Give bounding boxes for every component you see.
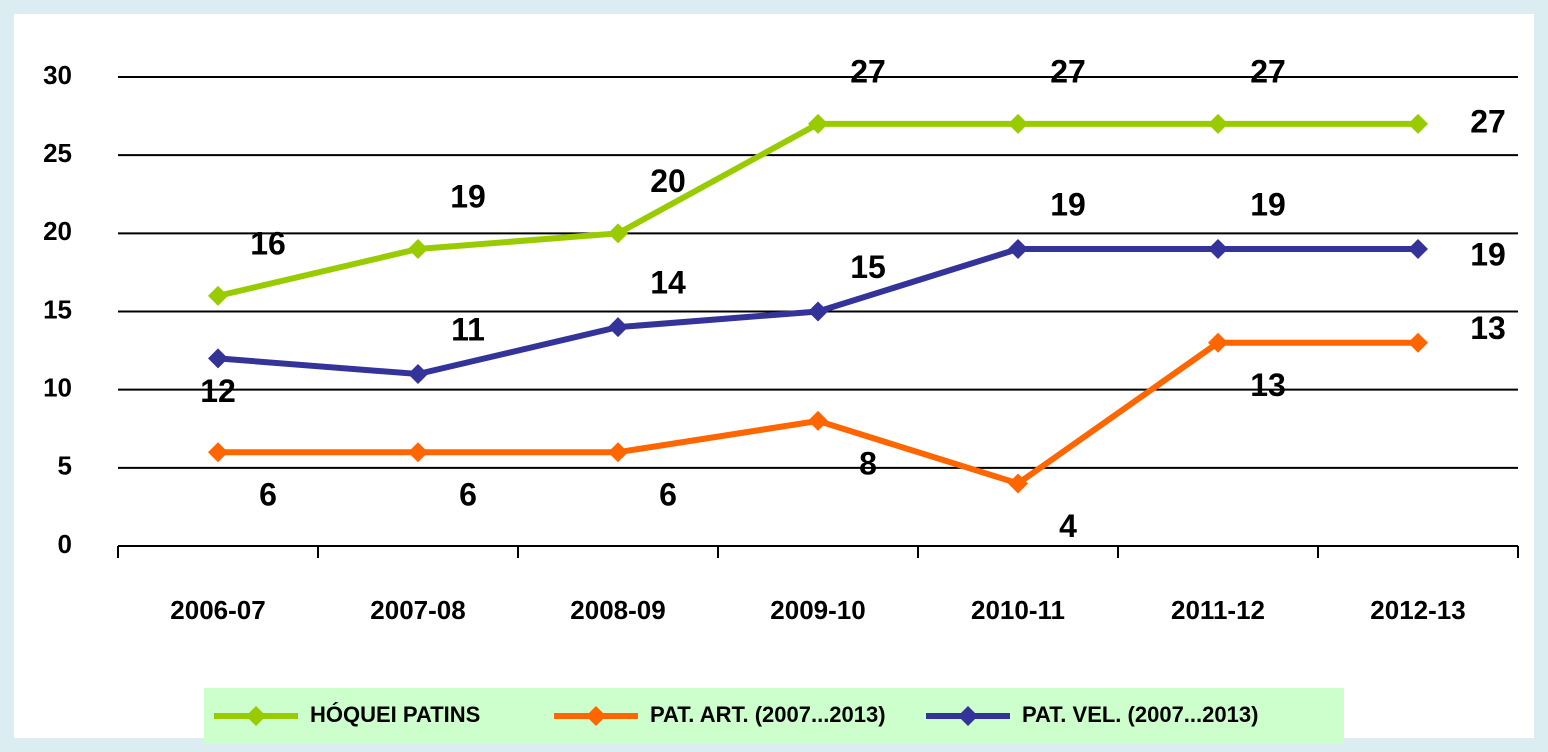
point bbox=[1208, 238, 1228, 259]
point bbox=[608, 442, 628, 463]
point bbox=[408, 442, 428, 463]
point bbox=[1408, 238, 1428, 259]
data-label: 11 bbox=[451, 311, 485, 347]
y-tick-label: 20 bbox=[43, 216, 72, 246]
point bbox=[808, 301, 828, 322]
point bbox=[808, 410, 828, 431]
data-label: 14 bbox=[650, 265, 686, 301]
point bbox=[1008, 473, 1028, 494]
data-label: 15 bbox=[850, 249, 886, 285]
y-tick-label: 10 bbox=[43, 373, 72, 403]
point bbox=[1008, 238, 1028, 259]
data-label: 19 bbox=[1050, 186, 1086, 222]
y-tick-label: 0 bbox=[58, 529, 72, 559]
legend-marker bbox=[246, 706, 266, 726]
point bbox=[1408, 332, 1428, 353]
data-label: 4 bbox=[1059, 508, 1077, 544]
data-label: 19 bbox=[1250, 186, 1286, 222]
y-tick-label: 25 bbox=[43, 138, 72, 168]
x-tick-label: 2011-12 bbox=[1171, 595, 1265, 625]
point bbox=[1208, 113, 1228, 134]
point bbox=[1408, 113, 1428, 134]
point bbox=[608, 223, 628, 244]
y-tick-label: 30 bbox=[43, 60, 72, 90]
data-label: 19 bbox=[1470, 236, 1506, 272]
x-tick-label: 2007-08 bbox=[370, 595, 465, 625]
data-label: 27 bbox=[1250, 53, 1286, 89]
data-label: 27 bbox=[850, 53, 886, 89]
point bbox=[1208, 332, 1228, 353]
data-label: 13 bbox=[1250, 367, 1286, 403]
x-tick-label: 2012-13 bbox=[1370, 595, 1465, 625]
data-label: 19 bbox=[450, 178, 486, 214]
point bbox=[808, 113, 828, 134]
data-label: 6 bbox=[659, 477, 677, 513]
point bbox=[608, 317, 628, 338]
legend-label: PAT. ART. (2007...2013) bbox=[650, 702, 886, 727]
y-tick-label: 5 bbox=[58, 451, 72, 481]
data-label: 12 bbox=[200, 373, 236, 409]
point bbox=[208, 348, 228, 369]
legend-label: HÓQUEI PATINS bbox=[310, 702, 480, 727]
legend-box bbox=[204, 688, 1344, 744]
y-tick-label: 15 bbox=[43, 294, 72, 324]
chart-area bbox=[14, 14, 1534, 738]
point bbox=[208, 285, 228, 306]
legend-marker bbox=[586, 706, 606, 726]
point bbox=[1008, 113, 1028, 134]
data-label: 27 bbox=[1050, 53, 1086, 89]
legend-marker bbox=[958, 706, 978, 726]
x-tick-label: 2006-07 bbox=[170, 595, 265, 625]
data-label: 20 bbox=[650, 163, 686, 199]
data-label: 8 bbox=[859, 445, 877, 481]
data-label: 6 bbox=[459, 477, 477, 513]
legend-label: PAT. VEL. (2007...2013) bbox=[1022, 702, 1258, 727]
data-label: 27 bbox=[1470, 103, 1506, 139]
x-tick-label: 2009-10 bbox=[770, 595, 865, 625]
point bbox=[408, 364, 428, 385]
x-tick-label: 2010-11 bbox=[971, 595, 1065, 625]
point bbox=[408, 238, 428, 259]
x-tick-label: 2008-09 bbox=[570, 595, 665, 625]
point bbox=[208, 442, 228, 463]
data-label: 6 bbox=[259, 477, 277, 513]
data-label: 13 bbox=[1470, 310, 1506, 346]
data-label: 16 bbox=[250, 225, 286, 261]
